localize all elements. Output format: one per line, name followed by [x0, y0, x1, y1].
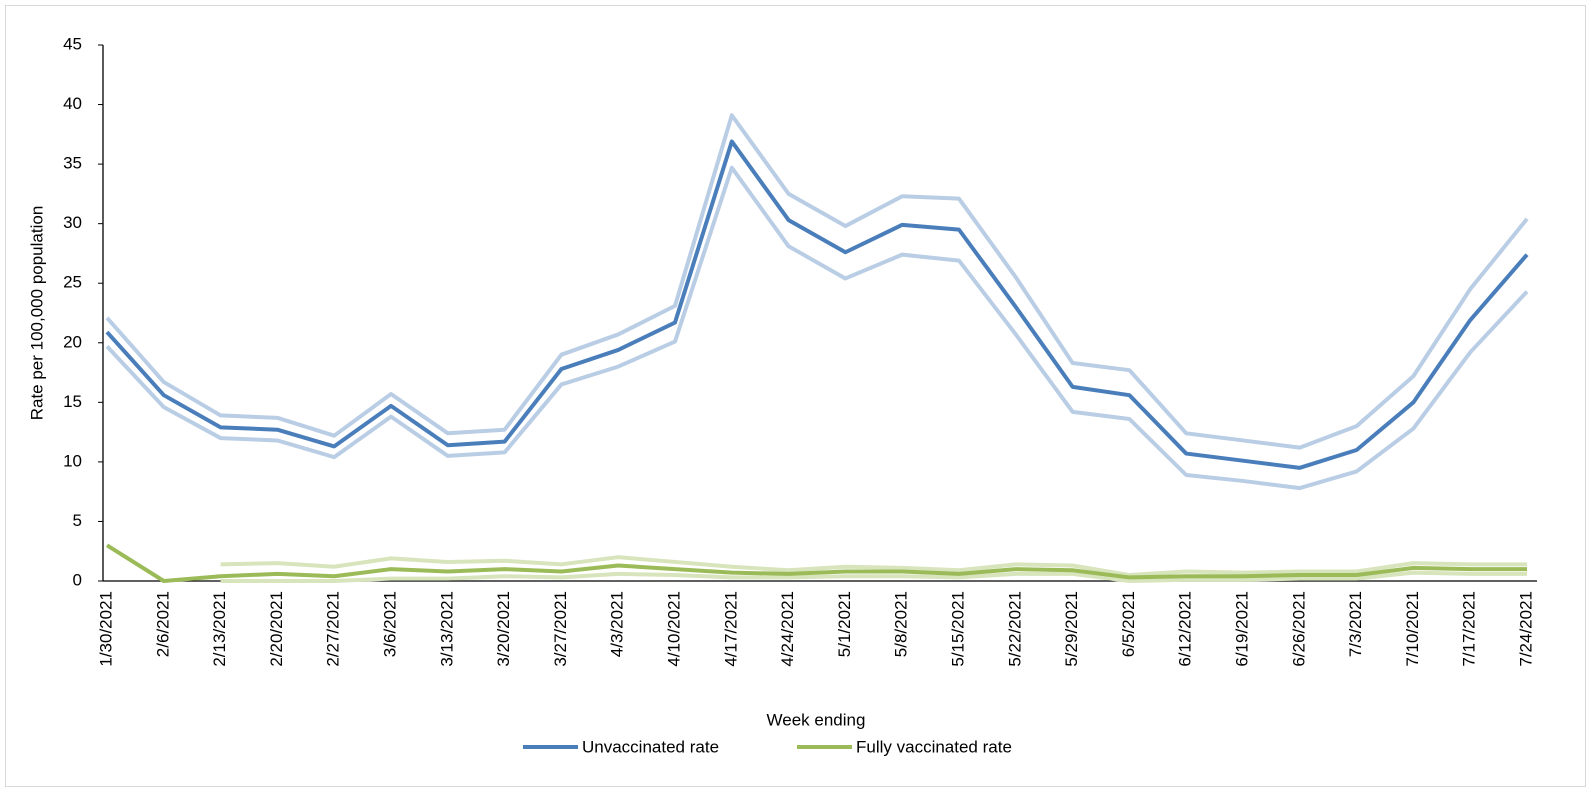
- x-tick-label: 6/19/2021: [1232, 591, 1251, 667]
- x-tick-label: 3/13/2021: [437, 591, 456, 667]
- x-tick-label: 4/3/2021: [608, 591, 627, 657]
- x-tick-label: 3/6/2021: [380, 591, 399, 657]
- y-tick-label: 45: [63, 34, 82, 53]
- y-tick-label: 15: [63, 392, 82, 411]
- y-tick-label: 35: [63, 154, 82, 173]
- x-tick-label: 6/12/2021: [1176, 591, 1195, 667]
- x-tick-label: 5/15/2021: [948, 591, 967, 667]
- x-tick-label: 4/10/2021: [664, 591, 683, 667]
- series-line: [105, 139, 1529, 470]
- y-tick-label: 40: [63, 94, 82, 113]
- x-tick-label: 6/5/2021: [1119, 591, 1138, 657]
- x-tick-label: 6/26/2021: [1289, 591, 1308, 667]
- series-line: [105, 543, 1527, 583]
- y-tick-label: 0: [73, 570, 82, 589]
- x-tick-label: 3/20/2021: [494, 591, 513, 667]
- x-tick-label: 2/13/2021: [210, 591, 229, 667]
- y-tick-label: 10: [63, 451, 82, 470]
- y-axis-title: Rate per 100,000 population: [27, 206, 46, 421]
- y-tick-label: 30: [63, 213, 82, 232]
- x-tick-label: 4/17/2021: [721, 591, 740, 667]
- x-axis-title: Week ending: [767, 710, 866, 729]
- x-tick-label: 7/3/2021: [1346, 591, 1365, 657]
- x-tick-label: 2/6/2021: [153, 591, 172, 657]
- series-line: [105, 165, 1529, 491]
- series-line: [105, 113, 1529, 450]
- x-tick-label: 7/17/2021: [1460, 591, 1479, 667]
- x-tick-label: 3/27/2021: [551, 591, 570, 667]
- x-tick-label: 5/1/2021: [835, 591, 854, 657]
- series-line: [220, 570, 1527, 583]
- legend-label: Fully vaccinated rate: [856, 737, 1012, 756]
- y-tick-label: 25: [63, 273, 82, 292]
- series-line: [220, 555, 1527, 578]
- x-tick-label: 5/8/2021: [892, 591, 911, 657]
- y-tick-label: 5: [73, 511, 82, 530]
- x-tick-label: 5/22/2021: [1005, 591, 1024, 667]
- x-tick-label: 2/27/2021: [324, 591, 343, 667]
- x-tick-label: 7/10/2021: [1403, 591, 1422, 667]
- chart-border: [5, 5, 1586, 787]
- x-tick-label: 5/29/2021: [1062, 591, 1081, 667]
- x-tick-label: 2/20/2021: [267, 591, 286, 667]
- x-tick-label: 7/24/2021: [1516, 591, 1535, 667]
- x-tick-label: 4/24/2021: [778, 591, 797, 667]
- x-tick-label: 1/30/2021: [96, 591, 115, 667]
- y-tick-label: 20: [63, 332, 82, 351]
- legend-label: Unvaccinated rate: [582, 737, 719, 756]
